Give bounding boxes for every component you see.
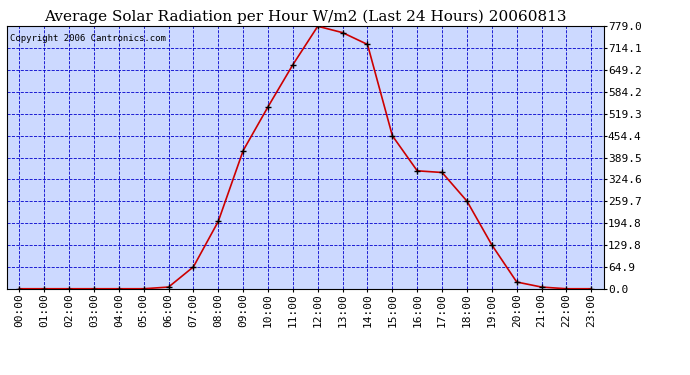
Title: Average Solar Radiation per Hour W/m2 (Last 24 Hours) 20060813: Average Solar Radiation per Hour W/m2 (L… <box>44 9 566 24</box>
Text: Copyright 2006 Cantronics.com: Copyright 2006 Cantronics.com <box>10 34 166 43</box>
